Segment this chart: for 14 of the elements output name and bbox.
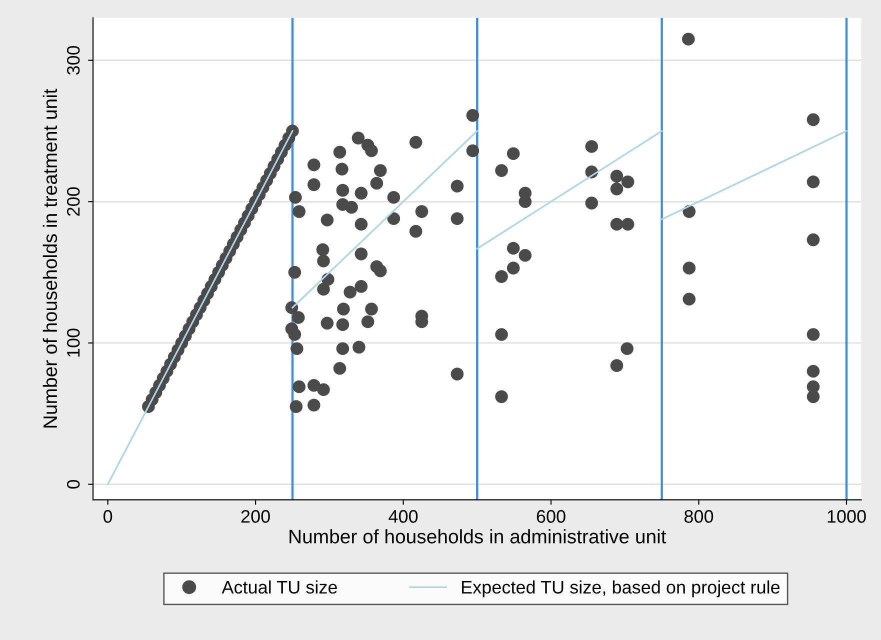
x-tick-label: 800 — [684, 510, 714, 523]
x-tick-label: 0 — [103, 510, 112, 523]
x-tick-label: 400 — [388, 510, 418, 523]
x-tick-label: 600 — [536, 510, 566, 523]
y-tick-label: 300 — [66, 46, 80, 75]
y-tick-label: 200 — [66, 187, 80, 216]
y-tick-label: 100 — [66, 328, 80, 357]
x-axis-title: Number of households in administrative unit — [290, 529, 666, 544]
y-axis-title: Number of households in treatment unit — [42, 88, 58, 428]
legend-label: Expected TU size, based on project rule — [462, 580, 780, 598]
legend-label: Actual TU size — [222, 580, 337, 594]
x-tick-label: 1000 — [828, 510, 866, 523]
x-tick-label: 200 — [241, 510, 270, 523]
y-tick-label: 0 — [66, 480, 80, 489]
